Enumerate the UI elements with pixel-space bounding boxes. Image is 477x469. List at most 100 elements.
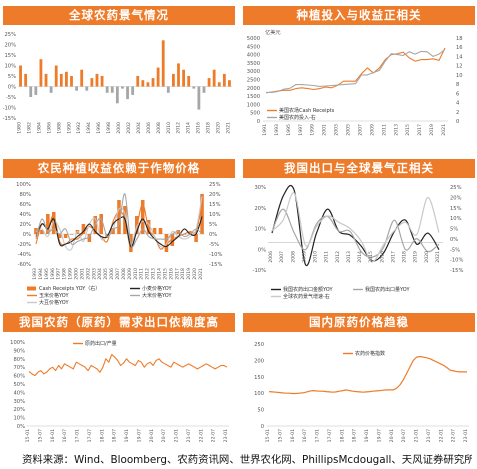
series-line <box>268 355 467 395</box>
y-tick-label: 20% <box>450 195 462 201</box>
x-tick-label: 1992 <box>76 122 82 134</box>
x-tick-label: 2021 <box>225 122 231 134</box>
bar <box>177 63 180 87</box>
x-tick-label: 19-01 <box>364 429 370 442</box>
x-tick-label: 2002 <box>126 122 132 134</box>
bar <box>207 78 211 87</box>
y-tick-label: 50 <box>257 408 264 414</box>
legend-label: 大米价格YOY <box>142 292 172 299</box>
bar <box>187 76 191 87</box>
x-tick-label: 2014 <box>357 251 363 263</box>
x-tick-label: 2004 <box>97 268 103 280</box>
bar <box>90 78 94 87</box>
bar <box>99 214 103 234</box>
bar <box>141 80 145 87</box>
x-tick-label: 2002 <box>85 268 91 280</box>
x-tick-label: 2000 <box>116 122 122 134</box>
domestic-price-chart: 250 200 150 100 50 015-01 15-07 16-01 16-07 17-01… <box>254 342 469 442</box>
y-tick-label: 80% <box>13 357 25 363</box>
x-tick-label: 2016 <box>196 122 202 134</box>
bar <box>51 212 56 234</box>
bar <box>111 228 115 234</box>
y-tick-label: 0% <box>450 237 458 243</box>
y-tick-label: 40% <box>13 390 25 396</box>
y-tick-label: 0% <box>17 424 25 430</box>
y-tick-label: 200 <box>254 358 264 364</box>
x-tick-label: 2013 <box>151 268 157 280</box>
y-tick-label: 70% <box>13 365 25 371</box>
series-line <box>271 208 440 258</box>
x-tick-label: 2016 <box>379 251 385 263</box>
x-tick-label: 22-07 <box>451 429 457 442</box>
x-tick-label: 2018 <box>402 251 408 263</box>
y-tick-label: 30% <box>254 185 266 191</box>
x-tick-label: 2020 <box>424 251 430 263</box>
legend-label: 美国农药投入-右 <box>279 114 316 121</box>
x-tick-label: 1988 <box>56 122 62 134</box>
x-tick-label: 2020 <box>216 122 222 134</box>
x-tick-label: 2013 <box>393 124 399 136</box>
x-tick-label: 2010 <box>166 122 172 134</box>
y-tick-label: -10% <box>3 106 16 112</box>
y-tick-label: 25% <box>209 182 221 188</box>
bar <box>85 86 89 91</box>
x-tick-label: 18-01 <box>339 429 345 442</box>
unit-label: 亿美元 <box>265 28 281 36</box>
bar <box>197 86 201 110</box>
legend-label: 大豆价格YOY <box>39 299 69 306</box>
x-tick-label: 16-07 <box>302 429 308 442</box>
x-tick-label: 15-01 <box>265 429 271 442</box>
x-tick-label: 1986 <box>46 122 52 134</box>
y-tick-label: -15% <box>3 116 16 122</box>
x-tick-label: 23-01 <box>463 429 469 442</box>
x-tick-label: 1999 <box>310 124 316 136</box>
y-tick-label: -10% <box>450 258 463 264</box>
x-tick-label: 1982 <box>26 122 32 134</box>
x-tick-label: 2016 <box>168 268 174 280</box>
x-tick-label: 1984 <box>36 122 42 134</box>
y-tick-label: 2 <box>456 110 459 116</box>
legend-label: 美国农场Cash Receipts <box>279 107 335 114</box>
y-tick-label: 15% <box>4 53 16 59</box>
x-tick-label: 21-01 <box>174 429 180 442</box>
y-tick-label: 25% <box>450 185 462 191</box>
y-tick-label: 3000 <box>247 69 260 75</box>
bar <box>80 69 84 87</box>
x-tick-label: 1999 <box>68 268 74 280</box>
y-tick-label: -10% <box>209 252 222 258</box>
y-tick-label: 0% <box>23 232 31 238</box>
x-tick-label: 15-07 <box>37 429 43 442</box>
chart-title: 全球农药景气情况 <box>3 6 235 25</box>
chart-title: 国内原药价格趋稳 <box>243 313 475 332</box>
x-tick-label: 2001 <box>79 268 85 280</box>
series-line <box>28 354 228 377</box>
y-tick-label: 18 <box>456 36 463 42</box>
y-tick-label: 2500 <box>247 78 260 84</box>
bar <box>40 230 44 234</box>
farmer-income-crop-prices-chart: 100% 80% 60% 40% 20% 0% -20% -40% -60% 25% 20% 15% 1… <box>16 182 222 306</box>
y-tick-label: 40% <box>19 212 31 218</box>
bar <box>170 234 175 246</box>
bar <box>121 86 124 89</box>
legend-label: 原药出口/产量 <box>85 340 117 347</box>
x-tick-label: 22-01 <box>198 429 204 442</box>
x-tick-label: 17-01 <box>75 429 81 442</box>
bar <box>105 86 109 93</box>
x-tick-label: 19-01 <box>124 429 130 442</box>
bar <box>222 73 226 87</box>
x-tick-label: 2009 <box>127 268 133 280</box>
y-tick-label: 15% <box>450 206 462 212</box>
x-tick-label: 1996 <box>96 122 102 134</box>
x-tick-label: 2001 <box>322 124 328 136</box>
x-tick-label: 2015 <box>405 124 411 136</box>
y-tick-label: -60% <box>18 262 31 268</box>
y-tick-label: 4 <box>456 101 460 107</box>
bar <box>115 86 119 104</box>
y-tick-label: -15% <box>209 262 222 268</box>
y-tick-label: 20% <box>4 43 16 49</box>
bar <box>202 86 206 93</box>
legend-label: 我国农药出口金额YOY <box>283 286 333 293</box>
y-tick-label: 90% <box>13 348 25 354</box>
y-tick-label: 0% <box>258 247 266 253</box>
x-tick-label: 2019 <box>429 124 435 136</box>
